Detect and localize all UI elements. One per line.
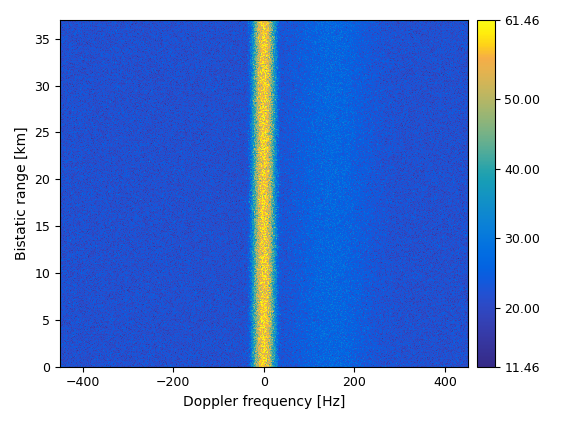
- X-axis label: Doppler frequency [Hz]: Doppler frequency [Hz]: [183, 395, 345, 409]
- Y-axis label: Bistatic range [km]: Bistatic range [km]: [15, 126, 29, 260]
